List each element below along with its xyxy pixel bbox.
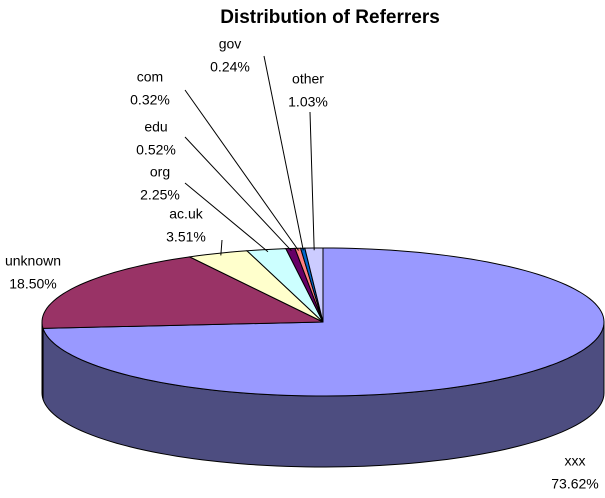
slice-name: ac.uk	[169, 206, 203, 222]
leader-line	[263, 55, 304, 251]
slice-value-label: 0.24%	[210, 59, 250, 75]
slice-name: unknown	[5, 253, 61, 269]
pie-slice	[187, 250, 324, 323]
pie-slice	[41, 256, 324, 329]
slice-name: other	[292, 71, 324, 87]
leader-line	[184, 136, 292, 252]
chart-title: Distribution of Referrers	[220, 7, 440, 28]
slice-name: com	[137, 69, 163, 85]
slice-name: xxx	[565, 453, 586, 469]
slice-value-label: 2.25%	[140, 187, 180, 203]
slice-name: org	[150, 164, 170, 180]
pie-side	[41, 321, 44, 400]
slice-value-label: 18.50%	[9, 276, 56, 292]
slice-value-label: 1.03%	[288, 94, 328, 110]
slice-value-label: 0.32%	[130, 92, 170, 108]
slice-value-label: 0.52%	[136, 142, 176, 158]
slice-name: edu	[144, 119, 167, 135]
pie-slice	[245, 248, 324, 323]
leader-line	[220, 239, 223, 256]
leader-line	[309, 111, 315, 251]
slice-value-label: 73.62%	[551, 476, 598, 492]
slice-value-label: 3.51%	[166, 229, 206, 245]
slice-name: gov	[219, 36, 242, 52]
pie-slice	[42, 247, 605, 397]
leader-line	[184, 89, 299, 251]
leader-line	[184, 182, 269, 253]
